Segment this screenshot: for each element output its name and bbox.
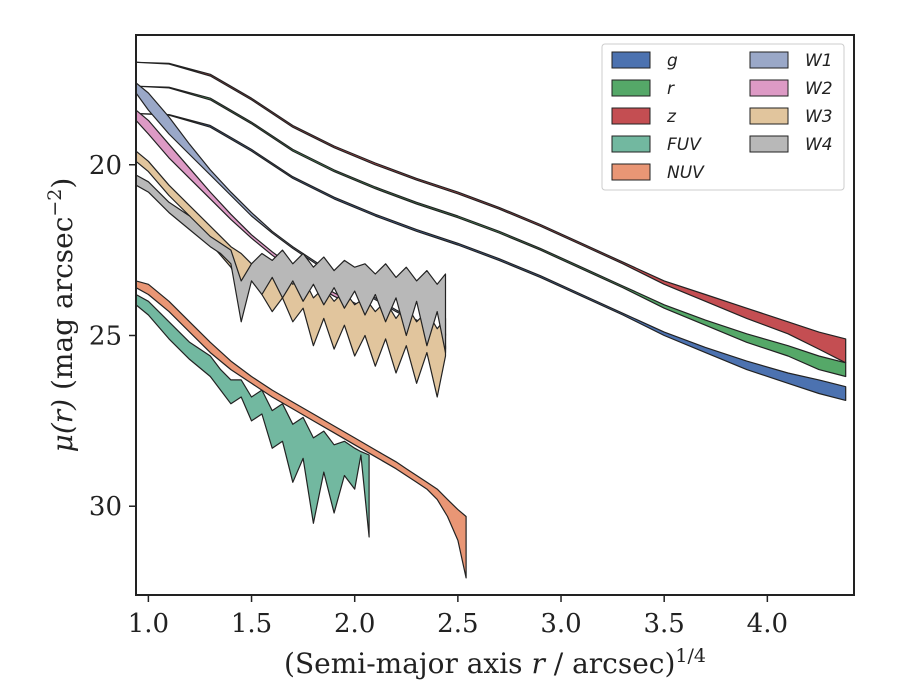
- legend-swatch-w2: [749, 79, 789, 97]
- legend-label-w2: W2: [805, 79, 833, 99]
- y-tick-label: 30: [89, 492, 122, 522]
- legend-label-w1: W1: [805, 51, 833, 71]
- y-axis-label: μ(r) (mag arcsec−2): [44, 178, 79, 453]
- plot-frame: [135, 34, 855, 596]
- legend-swatch-w3: [749, 107, 789, 125]
- x-axis-ticks: 1.0 1.5 2.0 2.5 3.0 3.5 4.0: [128, 595, 788, 639]
- y-tick-label: 25: [89, 321, 122, 351]
- legend-swatch-r: [611, 79, 651, 97]
- series-band-fuv: [136, 293, 370, 538]
- x-tick-label: 2.0: [334, 609, 375, 639]
- x-tick-label: 4.0: [747, 609, 788, 639]
- y-axis-ticks: 20 25 30: [89, 151, 136, 522]
- x-tick-label: 1.0: [128, 609, 169, 639]
- x-tick-label: 3.0: [540, 609, 581, 639]
- legend-label-w4: W4: [805, 135, 833, 155]
- x-tick-label: 2.5: [437, 609, 478, 639]
- legend-swatch-g: [611, 51, 651, 69]
- legend-label-z: z: [666, 107, 677, 127]
- y-tick-label: 20: [89, 151, 122, 181]
- x-tick-label: 3.5: [644, 609, 685, 639]
- series-band-w4: [136, 174, 447, 354]
- legend-swatch-nuv: [611, 163, 651, 181]
- legend-swatch-w1: [749, 51, 789, 69]
- legend-label-w3: W3: [805, 107, 833, 127]
- series-layer: [136, 61, 847, 579]
- x-axis-label: (Semi-major axis r / arcsec)1/4: [284, 645, 706, 680]
- series-band-r: [136, 85, 847, 378]
- legend-label-g: g: [667, 51, 678, 71]
- series-band-z: [136, 61, 847, 364]
- legend-swatch-fuv: [611, 135, 651, 153]
- legend: grz FUV NUV W1 W2 W3 W4: [601, 43, 845, 191]
- series-band-g: [136, 112, 847, 401]
- legend-swatch-w4: [749, 135, 789, 153]
- legend-swatch-z: [611, 107, 651, 125]
- x-tick-label: 1.5: [231, 609, 272, 639]
- legend-label-nuv: NUV: [667, 163, 705, 183]
- series-band-nuv: [136, 280, 467, 579]
- legend-label-fuv: FUV: [667, 135, 702, 155]
- legend-label-r: r: [667, 79, 675, 99]
